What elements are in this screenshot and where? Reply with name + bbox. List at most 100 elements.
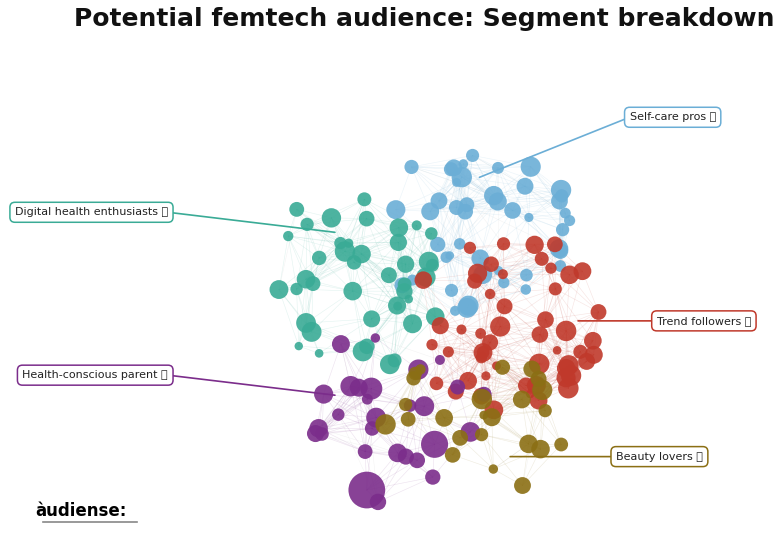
- Point: [492, 267, 505, 275]
- Point: [442, 348, 455, 356]
- Point: [402, 415, 415, 423]
- Text: Self-care pros 🧘: Self-care pros 🧘: [629, 112, 716, 122]
- Point: [412, 365, 425, 374]
- Point: [560, 364, 572, 373]
- Point: [399, 260, 412, 269]
- Text: Health-conscious parent 🍼: Health-conscious parent 🍼: [23, 370, 168, 380]
- Point: [390, 301, 403, 310]
- Point: [404, 401, 416, 410]
- Point: [554, 246, 566, 255]
- Point: [383, 360, 396, 368]
- Point: [426, 261, 439, 270]
- Point: [462, 377, 474, 385]
- Point: [522, 440, 535, 449]
- Point: [419, 273, 432, 282]
- Point: [383, 271, 395, 280]
- Point: [560, 326, 572, 335]
- Point: [475, 392, 487, 401]
- Point: [533, 360, 545, 368]
- Point: [487, 191, 500, 200]
- Point: [559, 209, 572, 217]
- Point: [398, 287, 411, 295]
- Point: [431, 240, 444, 249]
- Point: [317, 390, 330, 398]
- Point: [553, 244, 565, 253]
- Point: [487, 465, 500, 474]
- Point: [525, 162, 537, 171]
- Point: [406, 319, 419, 328]
- Point: [393, 223, 405, 232]
- Point: [366, 314, 378, 323]
- Point: [301, 220, 313, 229]
- Point: [448, 164, 460, 172]
- Point: [450, 203, 462, 212]
- Point: [414, 365, 426, 374]
- Point: [464, 244, 476, 252]
- Point: [580, 357, 593, 366]
- Point: [477, 348, 490, 356]
- Point: [496, 363, 508, 372]
- Point: [592, 307, 604, 316]
- Point: [342, 239, 355, 247]
- Point: [530, 381, 543, 390]
- Point: [408, 374, 420, 383]
- Point: [475, 353, 487, 362]
- Point: [406, 276, 419, 284]
- Point: [486, 413, 498, 422]
- Point: [563, 270, 576, 279]
- Point: [409, 369, 422, 378]
- Point: [476, 348, 489, 357]
- Point: [529, 240, 541, 249]
- Point: [560, 373, 572, 382]
- Point: [485, 260, 497, 269]
- Point: [492, 164, 505, 172]
- Point: [461, 304, 473, 312]
- Point: [388, 356, 401, 365]
- Point: [454, 433, 466, 442]
- Point: [533, 330, 546, 339]
- Point: [536, 255, 548, 263]
- Point: [476, 431, 488, 439]
- Point: [433, 355, 446, 364]
- Point: [418, 402, 430, 410]
- Point: [396, 281, 408, 289]
- Point: [544, 264, 557, 272]
- Point: [455, 325, 468, 334]
- Point: [576, 267, 589, 276]
- Point: [461, 201, 473, 209]
- Point: [455, 173, 468, 181]
- Point: [434, 322, 447, 330]
- Point: [357, 347, 369, 355]
- Point: [392, 238, 405, 247]
- Point: [533, 374, 545, 383]
- Point: [361, 395, 373, 403]
- Point: [399, 400, 412, 409]
- Text: Digital health enthusiasts 📱: Digital health enthusiasts 📱: [15, 207, 168, 217]
- Point: [335, 340, 348, 348]
- Point: [516, 481, 529, 490]
- Point: [344, 382, 357, 391]
- Point: [293, 342, 305, 350]
- Point: [391, 302, 404, 311]
- Point: [405, 162, 418, 171]
- Point: [361, 486, 373, 494]
- Point: [400, 452, 412, 461]
- Point: [554, 262, 566, 270]
- Point: [305, 328, 318, 336]
- Point: [553, 197, 565, 205]
- Point: [282, 232, 294, 240]
- Point: [587, 336, 599, 345]
- Point: [477, 411, 490, 420]
- Point: [444, 251, 456, 260]
- Point: [487, 405, 500, 414]
- Point: [411, 456, 423, 465]
- Text: Beauty lovers 💄: Beauty lovers 💄: [616, 452, 703, 462]
- Point: [490, 361, 503, 370]
- Point: [428, 440, 440, 449]
- Point: [348, 258, 360, 267]
- Point: [494, 322, 507, 331]
- Point: [484, 338, 497, 347]
- Point: [454, 239, 466, 248]
- Point: [307, 279, 319, 288]
- Point: [273, 285, 285, 294]
